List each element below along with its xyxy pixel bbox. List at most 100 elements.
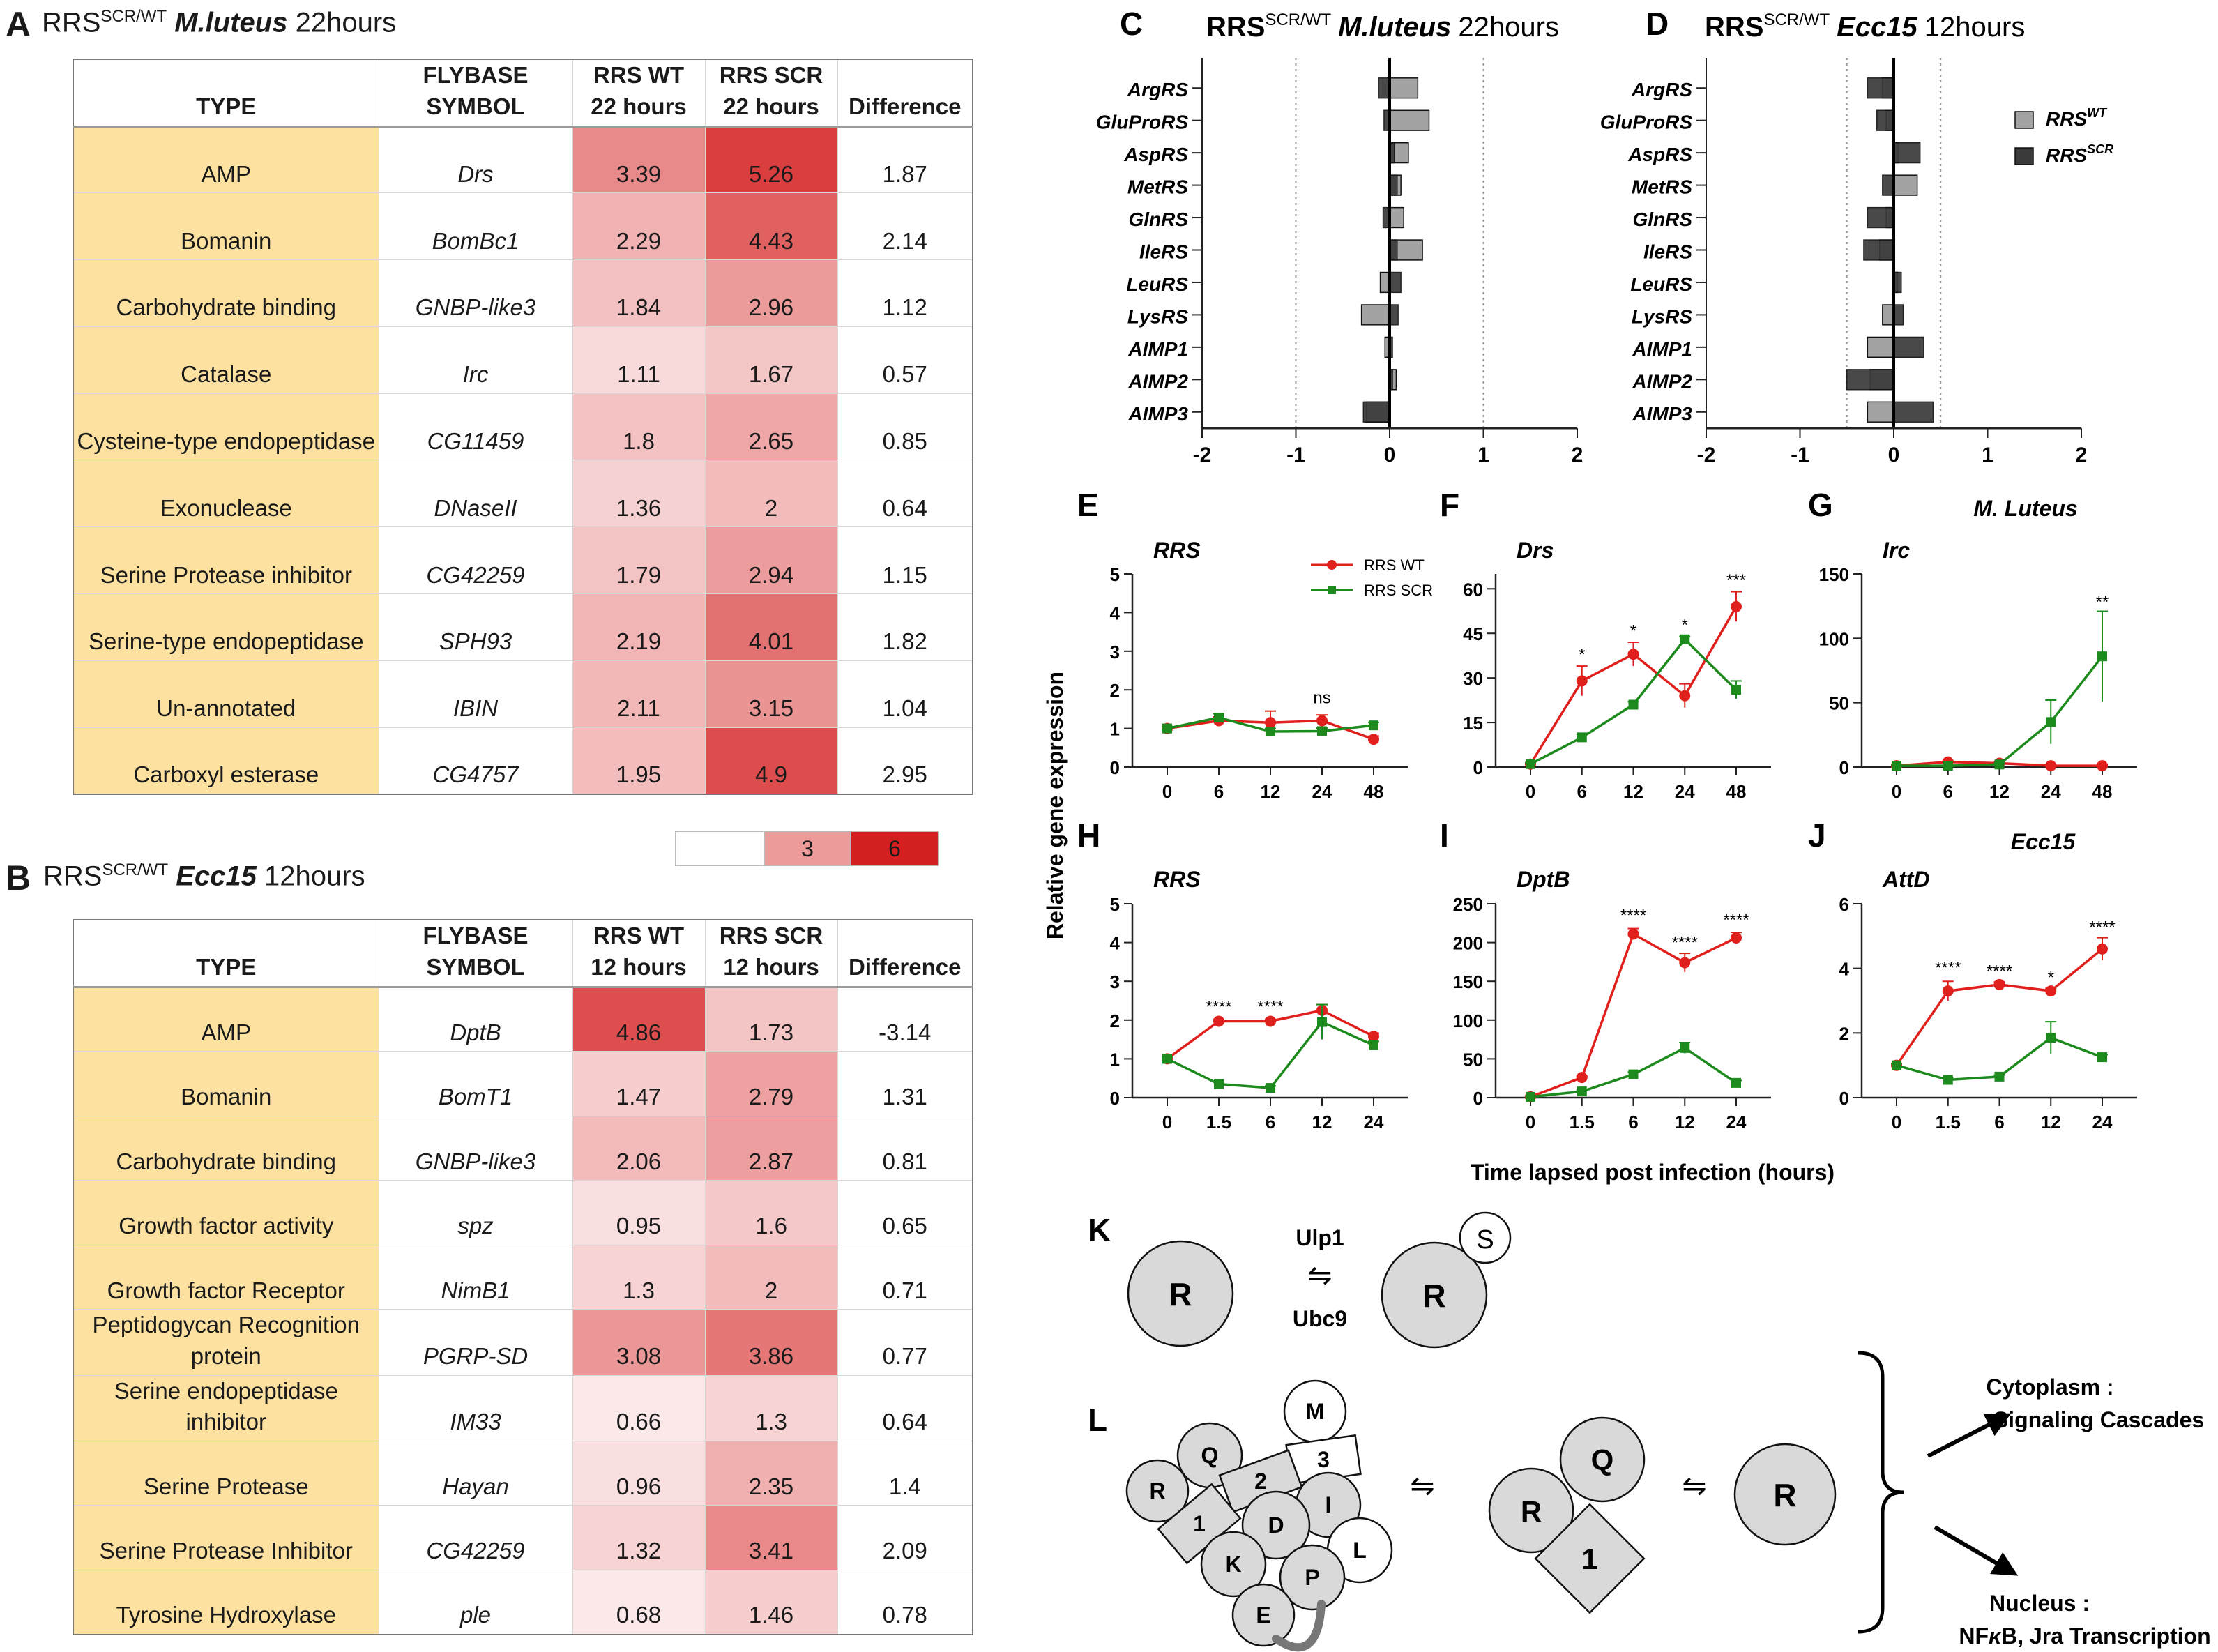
- y-tick-label: 1: [1110, 719, 1120, 740]
- data-point-wt: [1731, 600, 1742, 612]
- x-tick-label: 0: [1162, 781, 1172, 802]
- x-tick-label: 48: [2092, 781, 2113, 802]
- enzyme-ubc9-label: Ubc9: [1293, 1306, 1347, 1331]
- data-point-scr: [1266, 1083, 1275, 1093]
- significance-label: ****: [1620, 906, 1646, 925]
- cell-scr: 2.65: [704, 393, 838, 461]
- x-tick-label: 24: [1364, 1112, 1384, 1132]
- y-tick-label: 150: [1453, 971, 1483, 992]
- y-tick-label: 4: [1839, 959, 1850, 980]
- cell-difference: 1.87: [837, 126, 973, 194]
- cell-type: AMP: [73, 986, 379, 1052]
- y-tick-label: 50: [1829, 693, 1849, 714]
- free-protein-r-circle: [1733, 1443, 1837, 1546]
- cell-difference: 0.85: [837, 393, 973, 461]
- cell-difference: 1.4: [837, 1440, 973, 1506]
- x-tick-label: 0: [1892, 781, 1901, 802]
- x-tick-label: 12: [1989, 781, 2010, 802]
- y-tick-label: 0: [1839, 757, 1849, 778]
- data-point-wt: [1942, 985, 1954, 997]
- complex-subunit-r: [1125, 1459, 1190, 1523]
- cell-scr: 4.43: [704, 192, 838, 261]
- data-point-scr: [1680, 1043, 1690, 1053]
- data-point-wt: [1679, 957, 1691, 969]
- table-row: Peptidogycan Recognition protein PGRP-SD 3…: [73, 1309, 973, 1376]
- significance-label: *: [1682, 616, 1688, 635]
- cell-symbol: GNBP-like3: [378, 1115, 573, 1181]
- x-tick-label: 6: [1943, 781, 1953, 802]
- data-point-scr: [1628, 699, 1639, 710]
- table-row: Exonuclease DNaseII 1.36 2 0.64: [73, 460, 973, 528]
- y-tick-label: 250: [1453, 894, 1483, 915]
- data-point-scr: [1577, 1086, 1587, 1097]
- column-header-line: Difference: [849, 953, 962, 980]
- category-label: ArgRS: [1631, 79, 1692, 100]
- cell-difference: 1.31: [837, 1051, 973, 1116]
- y-tick-label: 3: [1110, 971, 1120, 992]
- data-point-wt: [1265, 717, 1276, 729]
- cell-wt: 1.11: [572, 326, 706, 394]
- column-header-line: 22 hours: [591, 93, 687, 119]
- x-tick-label: 1: [1478, 444, 1489, 467]
- significance-label: *: [1630, 621, 1636, 640]
- complex-subunit-label: M: [1306, 1399, 1325, 1424]
- x-tick-label: 0: [1888, 444, 1900, 467]
- cell-symbol: ple: [378, 1569, 573, 1635]
- data-point-wt: [2045, 985, 2057, 997]
- data-point-scr: [2046, 717, 2056, 727]
- cell-wt: 1.84: [572, 259, 706, 327]
- category-label: AIMP2: [1632, 370, 1692, 392]
- bar-wt: [1882, 304, 1894, 326]
- column-header-line: SYMBOL: [426, 953, 525, 980]
- category-label: IleRS: [1139, 241, 1188, 263]
- outcome-cytoplasm-line2: Signaling Cascades: [1993, 1407, 2204, 1432]
- cell-symbol: CG42259: [378, 1505, 573, 1570]
- x-tick-label: 0: [1526, 1112, 1535, 1132]
- cell-type: Carbohydrate binding: [73, 259, 379, 327]
- panel-k-letter: K: [1088, 1212, 1111, 1248]
- column-header: TYPE: [73, 919, 379, 988]
- cell-difference: 2.09: [837, 1505, 973, 1570]
- cell-wt: 1.95: [572, 727, 706, 795]
- bar-wt: [1389, 109, 1430, 131]
- bar-scr: [1893, 142, 1921, 164]
- column-header: Difference: [837, 919, 973, 988]
- data-point-wt: [1213, 1015, 1224, 1027]
- legend-marker: [1327, 560, 1337, 570]
- sumo-tag-circle: [1459, 1211, 1512, 1264]
- data-point-scr: [1266, 727, 1275, 737]
- cell-scr: 2.87: [704, 1115, 838, 1181]
- legend-swatch: [2014, 147, 2034, 165]
- cell-type: Growth factor activity: [73, 1180, 379, 1245]
- legend-label: RRS WT: [1364, 556, 1425, 574]
- y-tick-label: 5: [1110, 894, 1120, 915]
- category-label: AIMP1: [1127, 338, 1188, 360]
- bar-wt: [1867, 401, 1894, 423]
- cell-difference: 0.64: [837, 1374, 973, 1441]
- column-header-line: FLYBASE: [423, 923, 529, 949]
- cell-difference: 0.78: [837, 1569, 973, 1635]
- y-tick-label: 0: [1473, 1088, 1483, 1109]
- cell-symbol: DptB: [378, 986, 573, 1052]
- cell-difference: -3.14: [837, 986, 973, 1052]
- data-point-wt: [1993, 978, 2005, 990]
- subcomplex-q-circle: [1559, 1416, 1646, 1503]
- cell-difference: 0.81: [837, 1115, 973, 1181]
- cell-scr: 1.73: [704, 986, 838, 1052]
- complex-linker: [1272, 1600, 1326, 1652]
- data-point-wt: [1576, 675, 1588, 687]
- line-chart-i: I DptB 0 50 100 150 200 250 0 1.5 6 12 24 **** **** ***…: [1440, 817, 1771, 1132]
- cell-type: Cysteine-type endopeptidase: [73, 393, 379, 461]
- cell-wt: 2.11: [572, 660, 706, 728]
- y-tick-label: 2: [1110, 1010, 1120, 1031]
- outcome-nucleus-line2: NFκB, Jra Transcription: [1959, 1623, 2210, 1649]
- cell-symbol: Irc: [378, 326, 573, 394]
- cell-type: Serine Protease Inhibitor: [73, 1505, 379, 1570]
- bar-wt: [1360, 304, 1390, 326]
- cell-difference: 0.57: [837, 326, 973, 394]
- cell-symbol: NimB1: [378, 1244, 573, 1310]
- chart-subtitle: M. Luteus: [1973, 496, 2077, 521]
- data-point-scr: [2046, 1033, 2056, 1043]
- cell-symbol: IM33: [378, 1374, 573, 1441]
